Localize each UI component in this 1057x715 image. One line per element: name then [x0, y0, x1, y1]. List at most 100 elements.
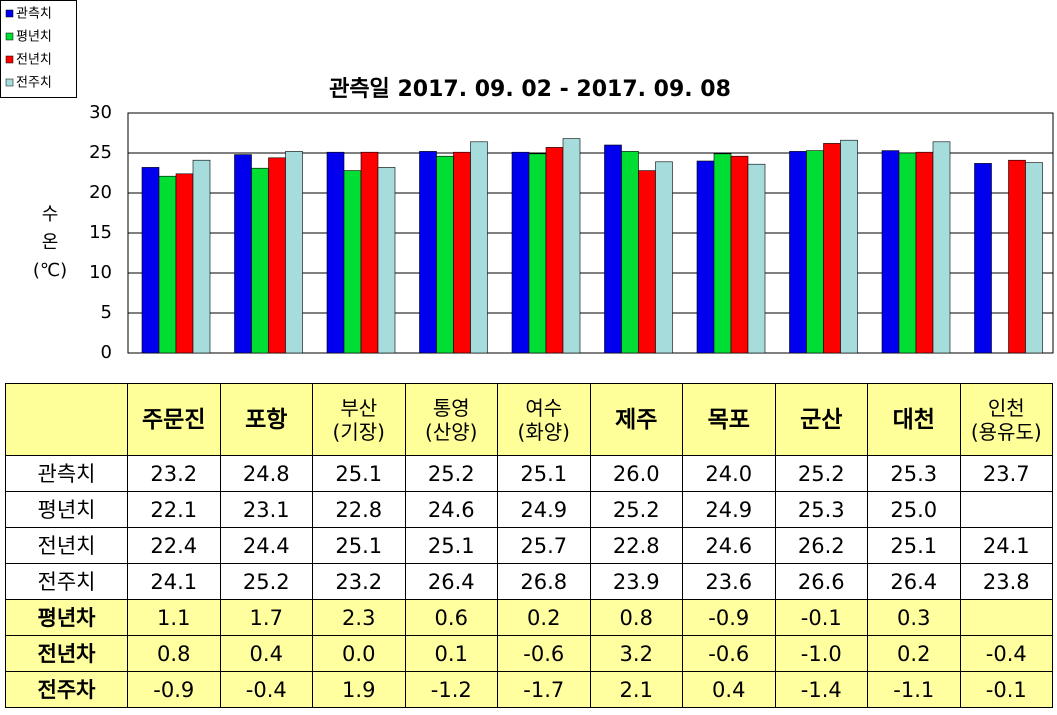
table-row: 전주치 24.1 25.2 23.2 26.4 26.8 23.9 23.6 26.6 26.4 2…	[5, 563, 1053, 600]
bar	[326, 151, 345, 354]
y-tick-label: 5	[101, 302, 112, 323]
table-cell: -0.1	[774, 599, 868, 636]
header-line: 주문진	[142, 406, 206, 433]
header-line: 인천	[987, 395, 1025, 420]
column-header: 제주	[589, 383, 683, 456]
bar	[604, 144, 622, 354]
bar	[806, 150, 824, 354]
row-label: 평년차	[5, 599, 128, 636]
bar	[234, 154, 252, 354]
table-row: 전년차 0.8 0.4 0.0 0.1 -0.6 3.2 -0.6 -1.0 0.2 -0.4	[5, 635, 1053, 672]
table-cell: 0.4	[682, 671, 776, 708]
table-cell: 25.1	[867, 527, 961, 564]
table-cell: 24.6	[404, 491, 498, 528]
table-cell: 24.1	[959, 527, 1053, 564]
table-cell: 26.4	[867, 563, 961, 600]
table-cell: 25.2	[219, 563, 313, 600]
y-tick-label: 30	[89, 102, 112, 123]
y-tick-label: 15	[89, 222, 112, 243]
table-cell: 26.6	[774, 563, 868, 600]
bar	[621, 151, 639, 354]
table-cell: 24.9	[682, 491, 776, 528]
bar	[696, 160, 715, 354]
table-cell: -0.6	[497, 635, 591, 672]
bar	[251, 167, 269, 354]
header-line: (화양)	[517, 419, 570, 444]
legend-label: 관측치	[16, 7, 52, 22]
data-table: 주문진 포항 부산 (기장) 통영 (산양) 여수 (화양) 제주 목포 군산 대천 인천 (용유도) 관측…	[5, 383, 1053, 708]
table-cell: -1.1	[867, 671, 961, 708]
bar	[881, 150, 900, 354]
row-label: 전년치	[5, 527, 128, 564]
y-tick-label: 25	[89, 142, 112, 163]
empty-cell	[959, 599, 1053, 636]
table-cell: -1.0	[774, 635, 868, 672]
table-cell: 24.8	[219, 455, 313, 492]
column-header: 주문진	[127, 383, 221, 456]
bar	[730, 155, 749, 354]
table-cell: 2.3	[312, 599, 406, 636]
column-header: 포항	[219, 383, 313, 456]
table-cell: 23.2	[127, 455, 221, 492]
table-cell: 25.1	[404, 527, 498, 564]
row-label: 관측치	[5, 455, 128, 492]
legend-marker	[5, 32, 14, 41]
table-cell: 0.4	[219, 635, 313, 672]
legend-marker	[5, 78, 14, 87]
table-cell: 24.0	[682, 455, 776, 492]
table-cell: 2.1	[589, 671, 683, 708]
column-header: 여수 (화양)	[497, 383, 591, 456]
bar	[436, 155, 454, 354]
bar	[974, 163, 992, 354]
y-tick-label: 10	[89, 262, 112, 283]
bar	[528, 153, 547, 354]
table-cell: 26.4	[404, 563, 498, 600]
table-cell: 25.1	[312, 527, 406, 564]
header-line: 제주	[615, 406, 658, 433]
row-label: 전주차	[5, 671, 128, 708]
header-line: 부산	[340, 395, 378, 420]
bar	[932, 141, 951, 354]
y-tick-label: 0	[101, 342, 112, 363]
header-line: 군산	[800, 406, 843, 433]
table-cell: -0.4	[959, 635, 1053, 672]
bar	[823, 143, 841, 354]
table-cell: -0.1	[959, 671, 1053, 708]
table-cell: 24.9	[497, 491, 591, 528]
bar	[285, 151, 303, 354]
table-cell: 22.1	[127, 491, 221, 528]
y-axis-label: (℃)	[33, 260, 67, 281]
bar	[915, 151, 934, 354]
y-axis-label: 온	[42, 232, 59, 253]
column-header: 통영 (산양)	[404, 383, 498, 456]
bar	[470, 141, 488, 354]
table-row: 평년치 22.1 23.1 22.8 24.6 24.9 25.2 24.9 25.3 25.0	[5, 491, 1053, 528]
table-cell: 1.1	[127, 599, 221, 636]
table-cell: 25.3	[867, 455, 961, 492]
table-cell: 24.4	[219, 527, 313, 564]
bar	[840, 139, 858, 354]
chart: 관측일 2017. 09. 02 - 2017. 09. 08 0 5 10 15 20…	[0, 0, 1054, 363]
table-cell: 0.0	[312, 635, 406, 672]
bar	[562, 138, 581, 354]
table-row: 전년치 22.4 24.4 25.1 25.1 25.7 22.8 24.6 26.2 25.1 2…	[5, 527, 1053, 564]
table-cell: 23.7	[959, 455, 1053, 492]
legend-marker	[5, 9, 14, 18]
table-cell: -1.4	[774, 671, 868, 708]
bar	[511, 151, 530, 354]
table-cell: 25.3	[774, 491, 868, 528]
table-cell: 22.8	[589, 527, 683, 564]
table-cell: 24.1	[127, 563, 221, 600]
table-cell: 23.8	[959, 563, 1053, 600]
bar	[343, 170, 362, 354]
bar	[545, 147, 564, 354]
bar	[1008, 159, 1026, 354]
table-cell: -0.6	[682, 635, 776, 672]
row-label: 전주치	[5, 563, 128, 600]
column-header: 부산 (기장)	[312, 383, 406, 456]
bar	[453, 151, 471, 354]
corner-cell	[5, 383, 128, 456]
table-cell: 0.2	[867, 635, 961, 672]
table-cell: 0.8	[589, 599, 683, 636]
